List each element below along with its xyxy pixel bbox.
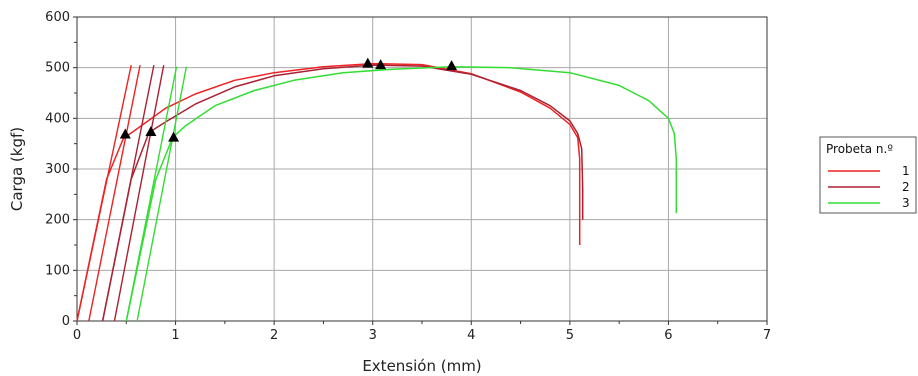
- x-tick-label: 0: [73, 328, 81, 343]
- axis-ticks: 0 1 2 3 4 5 6 7 0 100 200 300 400 500 600: [45, 10, 771, 343]
- x-tick-label: 4: [467, 328, 475, 343]
- y-tick-label: 600: [45, 10, 70, 25]
- legend-box: [819, 136, 917, 214]
- series-3-loading-line: [136, 66, 188, 322]
- triangle-marker: [362, 57, 374, 68]
- triangle-marker: [446, 60, 458, 71]
- legend: Probeta n.º 1 2 3: [819, 136, 917, 214]
- triangle-marker: [168, 131, 180, 142]
- series-2-loading-line: [113, 65, 165, 322]
- y-axis-title: Carga (kgf): [8, 127, 26, 211]
- series-layer: [76, 62, 678, 322]
- series-2-curve: [101, 64, 584, 322]
- legend-label-2: 2: [902, 180, 910, 194]
- x-tick-label: 7: [763, 328, 771, 343]
- series-3: [125, 65, 678, 322]
- y-tick-label: 0: [62, 314, 70, 329]
- y-tick-label: 500: [45, 61, 70, 76]
- series-3-curve: [125, 65, 678, 322]
- triangle-marker: [145, 126, 157, 137]
- series-1-loading-line: [88, 64, 141, 322]
- marker-layer: [119, 57, 458, 142]
- legend-label-1: 1: [902, 164, 910, 178]
- x-tick-label: 3: [369, 328, 377, 343]
- y-tick-label: 400: [45, 111, 70, 126]
- legend-label-3: 3: [902, 196, 910, 210]
- y-tick-label: 300: [45, 162, 70, 177]
- legend-entries: 1 2 3: [828, 164, 910, 210]
- x-axis-title: Extensión (mm): [362, 357, 481, 375]
- x-tick-label: 6: [664, 328, 672, 343]
- triangle-marker: [375, 59, 387, 70]
- legend-title: Probeta n.º: [826, 142, 893, 156]
- series-2: [101, 64, 584, 322]
- y-tick-label: 200: [45, 213, 70, 228]
- x-tick-label: 5: [566, 328, 574, 343]
- x-tick-label: 1: [171, 328, 179, 343]
- triangle-marker: [119, 128, 131, 139]
- x-tick-label: 2: [270, 328, 278, 343]
- y-tick-label: 100: [45, 263, 70, 278]
